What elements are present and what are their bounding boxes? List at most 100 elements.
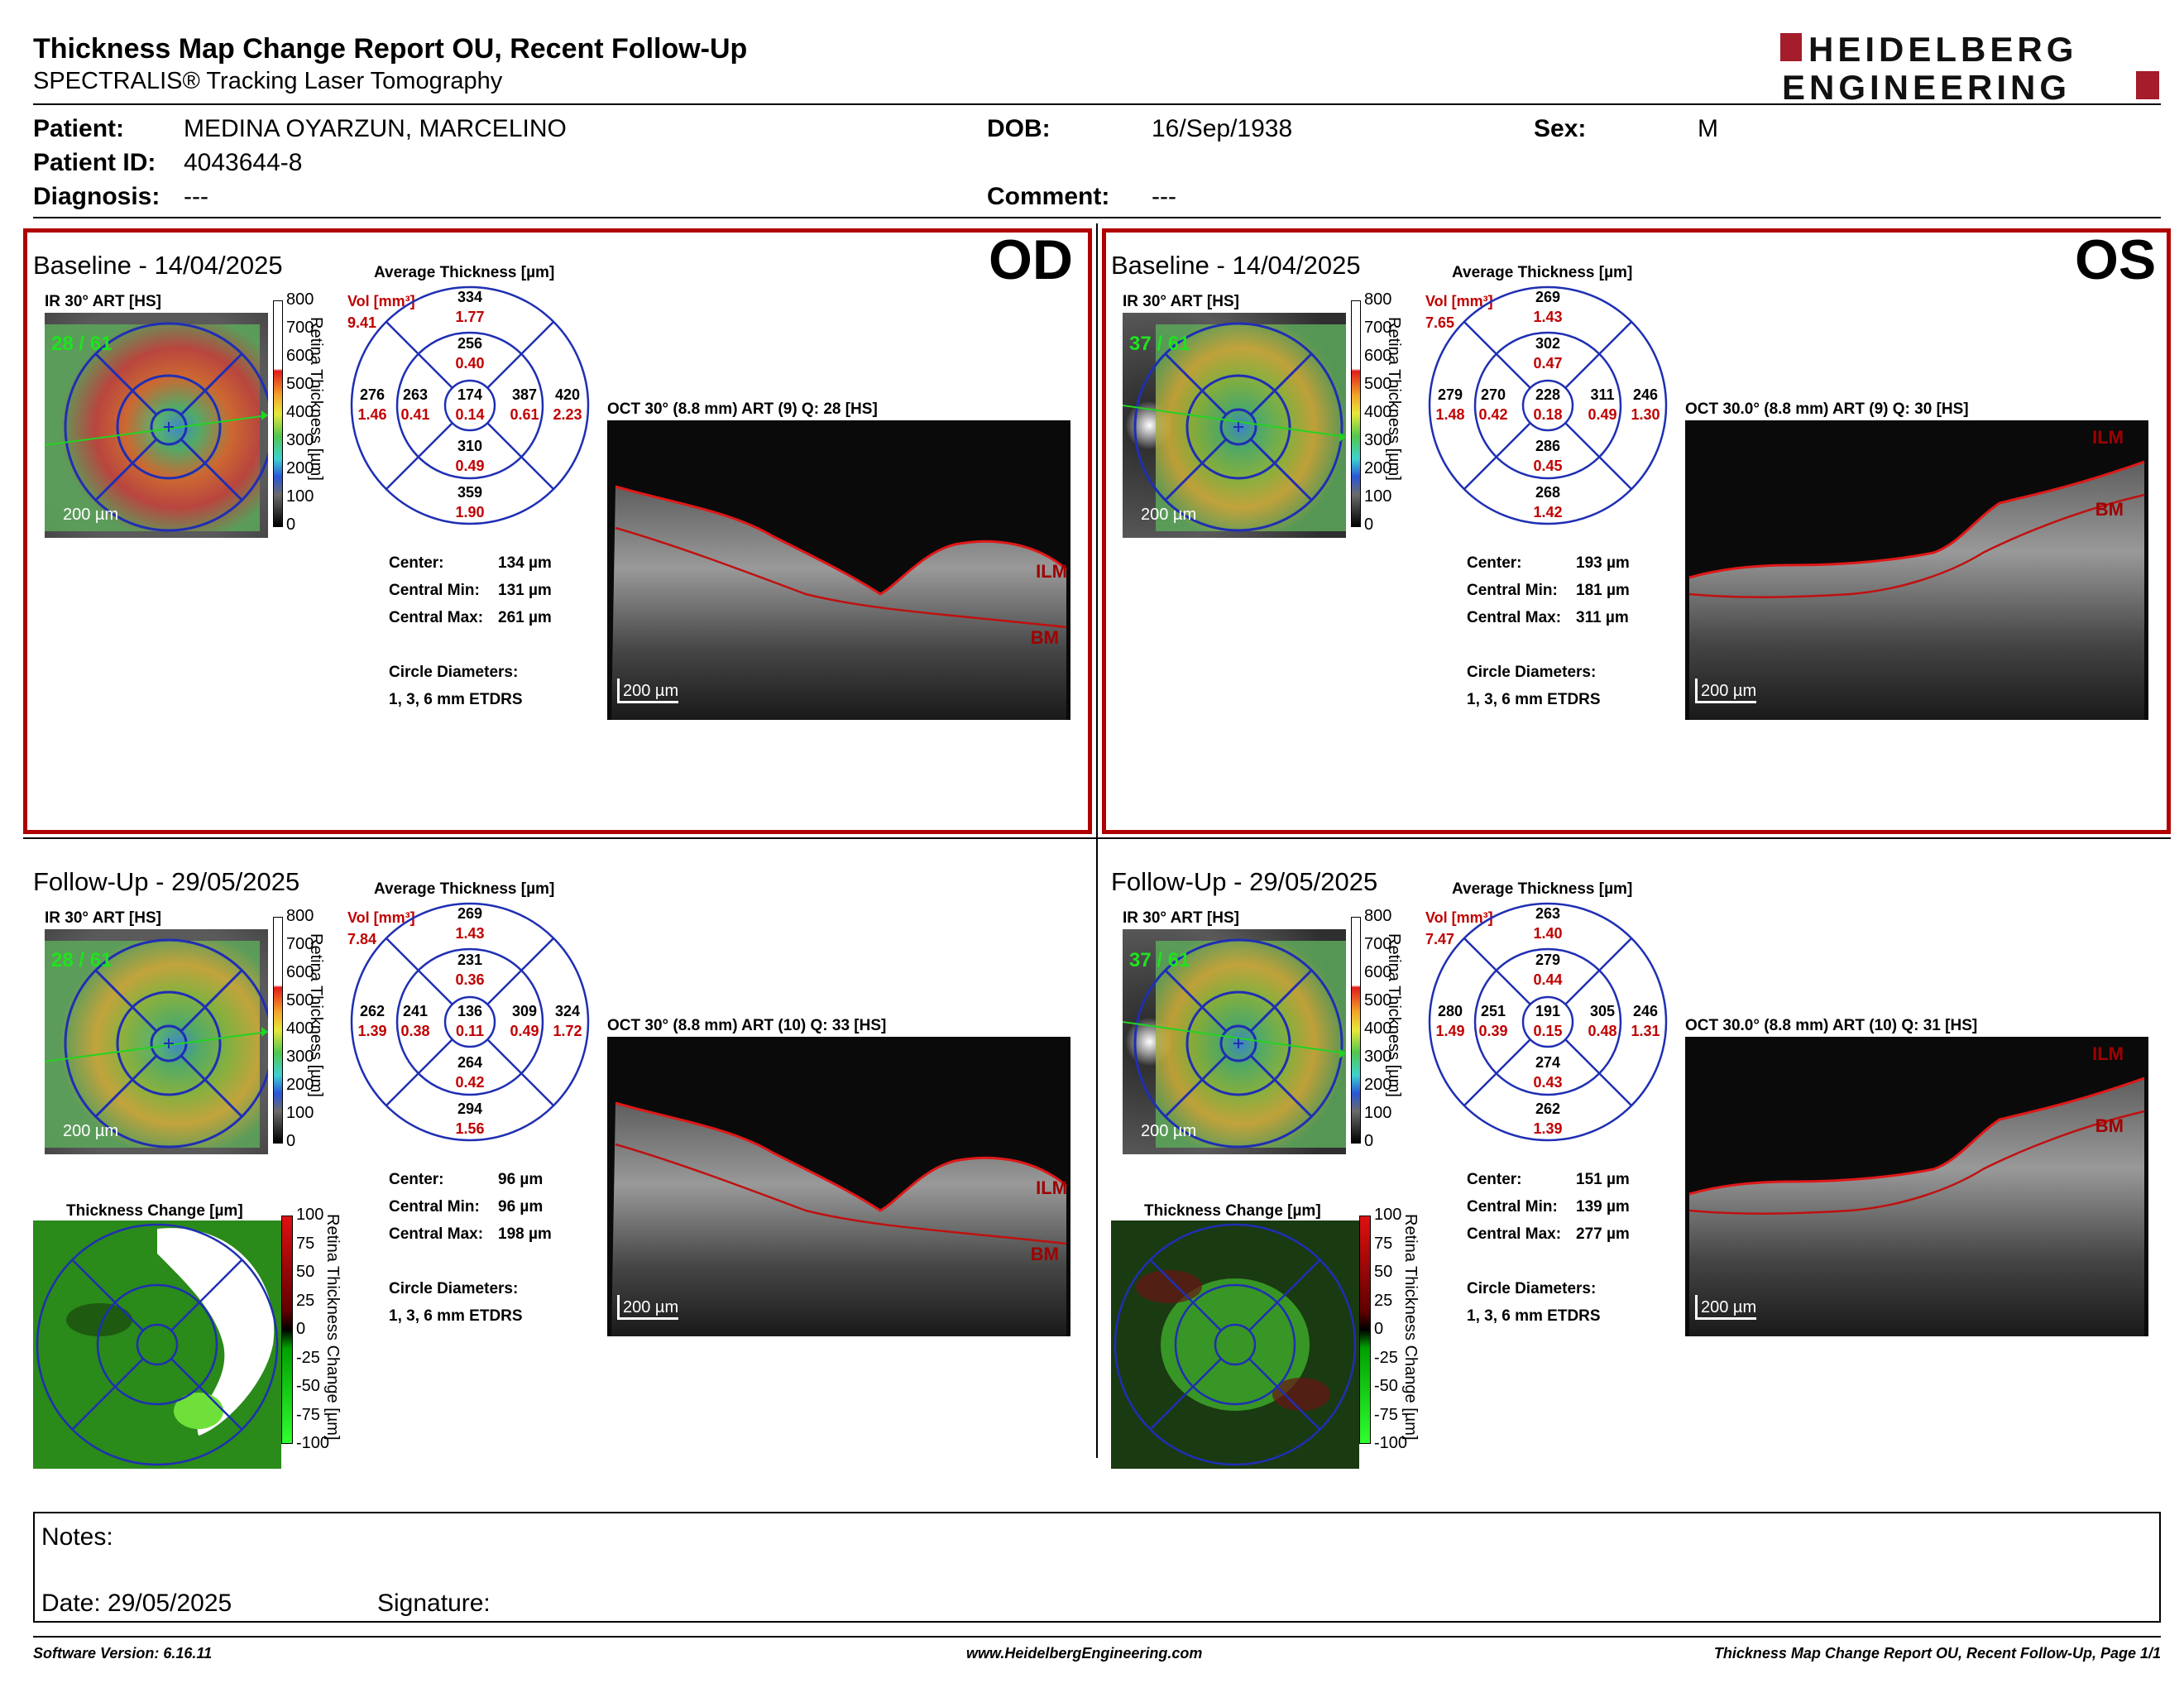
notes-label: Notes: [41, 1523, 113, 1551]
etdrs-sector-nas-in: 305 0.48 [1578, 1001, 1627, 1041]
sector-volume: 0.48 [1588, 1023, 1617, 1039]
oct-scale-bar: 200 µm [617, 1295, 679, 1320]
colorbar-tick: 300 [286, 431, 314, 449]
sector-volume: 0.36 [455, 971, 485, 988]
volume-value: 7.65 [1425, 314, 1455, 331]
sector-volume: 0.42 [455, 1074, 485, 1091]
oct-bscan-image[interactable]: ILM BM 200 µm [607, 1037, 1070, 1336]
stat-value-center: 96 µm [498, 1171, 544, 1188]
sector-thickness: 294 [457, 1101, 483, 1117]
avg-thickness-title: Average Thickness [µm] [1452, 880, 1633, 898]
sector-thickness: 270 [1480, 386, 1506, 403]
sector-volume: 0.44 [1533, 971, 1563, 988]
change-axis-label: Retina Thickness Change [µm] [1401, 1214, 1420, 1441]
sector-thickness: 305 [1589, 1003, 1616, 1019]
circle-diameters-label: Circle Diameters: [389, 1280, 519, 1297]
colorbar-tick: 0 [1364, 516, 1374, 534]
etdrs-sector-nas-in: 311 0.49 [1578, 385, 1627, 424]
colorbar-tick: 300 [1364, 1048, 1392, 1066]
colorbar-tick: 600 [1364, 347, 1392, 365]
colorbar-tick: 100 [286, 487, 314, 506]
etdrs-sector-inf-out: 268 1.42 [1523, 482, 1573, 522]
thickness-map-image[interactable]: 37 / 61 200 µm [1123, 313, 1346, 538]
logo-line1: HEIDELBERG [1808, 31, 2077, 69]
page-indicator: Thickness Map Change Report OU, Recent F… [1713, 1645, 2161, 1662]
change-colorbar-tick: 75 [296, 1234, 315, 1253]
sector-thickness: 262 [1535, 1101, 1561, 1117]
change-colorbar-tick: 0 [1374, 1320, 1384, 1338]
oct-bscan-image[interactable]: ILM BM 200 µm [1685, 420, 2148, 720]
colorbar-tick: 500 [286, 991, 314, 1009]
sector-thickness: 302 [1535, 335, 1561, 352]
diagnosis-label: Diagnosis: [33, 183, 160, 210]
sector-thickness: 174 [457, 386, 483, 403]
etdrs-sector-inf-out: 294 1.56 [445, 1099, 495, 1139]
etdrs-sector-sup-out: 269 1.43 [1523, 287, 1573, 327]
sector-thickness: 269 [457, 905, 483, 922]
change-colorbar-tick: -100 [296, 1434, 330, 1452]
colorbar-axis-label: Retina Thickness [µm] [307, 317, 325, 481]
thickness-map-image[interactable]: 37 / 61 200 µm [1123, 929, 1346, 1154]
change-colorbar [281, 1216, 293, 1444]
sector-thickness: 246 [1632, 386, 1659, 403]
oct-bscan-image[interactable]: ILM BM 200 µm [1685, 1037, 2148, 1336]
sector-volume: 1.39 [1533, 1120, 1563, 1137]
sector-volume: 0.49 [455, 458, 485, 474]
bm-label: BM [1030, 627, 1059, 648]
colorbar-tick: 700 [1364, 935, 1392, 953]
etdrs-sector-temp-in: 251 0.39 [1468, 1001, 1518, 1041]
report-title: Thickness Map Change Report OU, Recent F… [33, 33, 748, 65]
os-baseline-frame [1102, 228, 2171, 834]
change-colorbar-tick: -100 [1374, 1434, 1408, 1452]
oct-label: OCT 30° (8.8 mm) ART (10) Q: 33 [HS] [607, 1017, 887, 1034]
colorbar-axis-label: Retina Thickness [µm] [1385, 933, 1403, 1097]
etdrs-sector-nas-out: 246 1.30 [1621, 385, 1670, 424]
bm-label: BM [2095, 1115, 2124, 1136]
thickness-colorbar [1351, 300, 1361, 527]
sector-volume: 1.72 [553, 1023, 582, 1039]
etdrs-sector-temp-out: 276 1.46 [347, 385, 397, 424]
sector-thickness: 269 [1535, 289, 1561, 305]
sector-volume: 0.39 [1478, 1023, 1508, 1039]
sector-thickness: 263 [402, 386, 429, 403]
thickness-change-map[interactable] [33, 1220, 281, 1469]
comment-value: --- [1152, 183, 1176, 210]
stat-value-cmax: 261 µm [498, 609, 552, 626]
panel-heading: Baseline - 14/04/2025 [1111, 251, 1361, 280]
change-colorbar-tick: -50 [296, 1377, 320, 1395]
colorbar-axis-label: Retina Thickness [µm] [307, 933, 325, 1097]
sector-volume: 2.23 [553, 406, 582, 423]
stat-value-cmax: 311 µm [1576, 609, 1629, 626]
stat-label: Central Max: [1467, 609, 1562, 626]
colorbar-tick: 200 [1364, 1076, 1392, 1094]
sector-volume: 1.49 [1435, 1023, 1465, 1039]
sector-thickness: 191 [1535, 1003, 1561, 1019]
ilm-label: ILM [1036, 561, 1067, 582]
patient-id-value: 4043644-8 [184, 149, 303, 176]
colorbar-tick: 200 [1364, 459, 1392, 477]
etdrs-sector-center: 191 0.15 [1523, 1001, 1573, 1041]
change-axis-label: Retina Thickness Change [µm] [323, 1214, 342, 1441]
website-link[interactable]: www.HeidelbergEngineering.com [966, 1645, 1203, 1662]
sex-label: Sex: [1534, 115, 1587, 142]
thickness-colorbar [273, 917, 283, 1144]
thickness-change-map[interactable] [1111, 1220, 1359, 1469]
thickness-map-image[interactable]: 28 / 61 200 µm [45, 929, 268, 1154]
etdrs-sector-inf-out: 359 1.90 [445, 482, 495, 522]
sector-volume: 1.56 [455, 1120, 485, 1137]
thickness-map-image[interactable]: 28 / 61 200 µm [45, 313, 268, 538]
dob-value: 16/Sep/1938 [1152, 115, 1293, 142]
stat-value-cmin: 131 µm [498, 582, 552, 599]
oct-bscan-image[interactable]: ILM BM 200 µm [607, 420, 1070, 720]
etdrs-sector-sup-in: 256 0.40 [445, 333, 495, 373]
thickness-colorbar [1351, 917, 1361, 1144]
change-colorbar-tick: -50 [1374, 1377, 1398, 1395]
volume-label: Vol [mm³] [347, 293, 415, 309]
etdrs-sector-sup-in: 231 0.36 [445, 950, 495, 990]
sector-volume: 1.90 [455, 504, 485, 520]
avg-thickness-title: Average Thickness [µm] [374, 264, 555, 281]
heidelberg-logo: HEIDELBERG ENGINEERING [1780, 30, 2161, 107]
colorbar-tick: 300 [1364, 431, 1392, 449]
colorbar-tick: 500 [286, 375, 314, 393]
sector-volume: 0.47 [1533, 355, 1563, 372]
